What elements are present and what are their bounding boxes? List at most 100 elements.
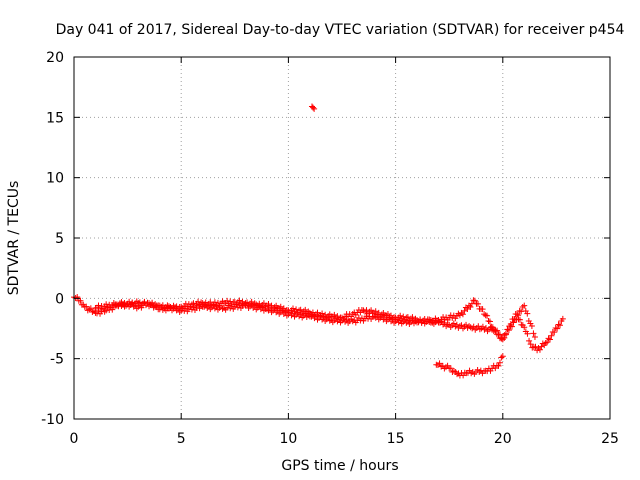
data-point: [164, 302, 171, 309]
data-point: [508, 323, 515, 330]
data-point: [496, 359, 503, 366]
data-point: [372, 308, 379, 315]
series-secondary-band: [92, 297, 538, 342]
data-point: [546, 336, 553, 343]
x-tick-label: 20: [494, 431, 512, 447]
data-point: [495, 362, 502, 369]
data-point: [368, 307, 375, 314]
data-point: [475, 323, 482, 330]
y-tick-label: -5: [50, 352, 64, 368]
data-point: [484, 312, 491, 319]
data-point: [510, 319, 517, 326]
x-axis-label: GPS time / hours: [281, 458, 398, 474]
data-point: [514, 311, 521, 318]
data-point: [521, 324, 528, 331]
data-point: [528, 323, 535, 330]
data-point: [463, 321, 470, 328]
data-point: [501, 334, 508, 341]
y-tick-label: 20: [46, 50, 64, 66]
x-tick-label: 10: [279, 431, 297, 447]
data-point: [545, 335, 552, 342]
data-point: [527, 341, 534, 348]
data-point: [271, 305, 278, 312]
data-point: [555, 321, 562, 328]
data-point: [479, 306, 486, 313]
y-tick-label: 15: [46, 110, 64, 126]
y-tick-label: 0: [55, 291, 64, 307]
data-point: [259, 304, 266, 311]
data-point: [175, 305, 182, 312]
data-point: [552, 324, 559, 331]
y-tick-label: 5: [55, 231, 64, 247]
data-point: [378, 313, 385, 320]
data-point: [310, 104, 317, 111]
data-point: [74, 294, 81, 301]
data-point: [479, 323, 486, 330]
data-point: [486, 318, 493, 325]
data-point: [77, 297, 84, 304]
data-point: [536, 346, 543, 353]
data-point: [453, 321, 460, 328]
data-point: [454, 371, 461, 378]
data-point: [256, 302, 263, 309]
data-point: [499, 353, 506, 360]
data-point: [141, 298, 148, 305]
data-point: [526, 337, 533, 344]
data-point: [554, 325, 561, 332]
data-point: [248, 301, 255, 308]
data-point: [464, 305, 471, 312]
data-point: [492, 328, 499, 335]
data-point: [331, 311, 338, 318]
data-point: [447, 365, 454, 372]
data-point: [551, 329, 558, 336]
data-point: [260, 300, 267, 307]
data-point: [542, 339, 549, 346]
series-lower-track: [433, 353, 506, 379]
data-point: [436, 360, 443, 367]
data-point: [386, 314, 393, 321]
data-point: [524, 310, 531, 317]
data-point: [556, 322, 563, 329]
data-point: [544, 339, 551, 346]
data-point: [384, 310, 391, 317]
data-point: [530, 330, 537, 337]
data-point: [152, 301, 159, 308]
data-point: [471, 297, 478, 304]
data-point: [277, 303, 284, 310]
series-outlier: [308, 103, 318, 112]
data-point: [505, 327, 512, 334]
grid-layer: [74, 57, 610, 419]
data-point: [502, 330, 509, 337]
chart-title: Day 041 of 2017, Sidereal Day-to-day VTE…: [56, 22, 625, 38]
data-point: [461, 307, 468, 314]
data-point: [496, 331, 503, 338]
data-point: [524, 330, 531, 337]
x-tick-label: 0: [70, 431, 79, 447]
y-axis-label: SDTVAR / TECUs: [6, 181, 22, 296]
data-point: [532, 343, 539, 350]
data-point: [513, 316, 520, 323]
x-tick-label: 25: [601, 431, 619, 447]
data-point: [309, 312, 316, 319]
data-point: [559, 315, 566, 322]
data-point: [491, 326, 498, 333]
x-tick-label: 5: [177, 431, 186, 447]
data-point: [286, 309, 293, 316]
tick-layer: 0 5 10 15 20 25 -10 -5 0 5 10 15 20: [41, 50, 619, 447]
data-point: [302, 310, 309, 317]
data-point: [294, 310, 301, 317]
data-point: [83, 303, 90, 310]
data-point: [325, 314, 332, 321]
data-point: [279, 307, 286, 314]
data-point: [311, 105, 318, 112]
data-point: [494, 327, 501, 334]
data-point: [172, 304, 179, 311]
data-point: [531, 333, 538, 340]
data-point: [498, 354, 505, 361]
data-point: [467, 304, 474, 311]
data-layer: [71, 103, 566, 379]
data-point: [459, 311, 466, 318]
x-tick-label: 15: [387, 431, 405, 447]
